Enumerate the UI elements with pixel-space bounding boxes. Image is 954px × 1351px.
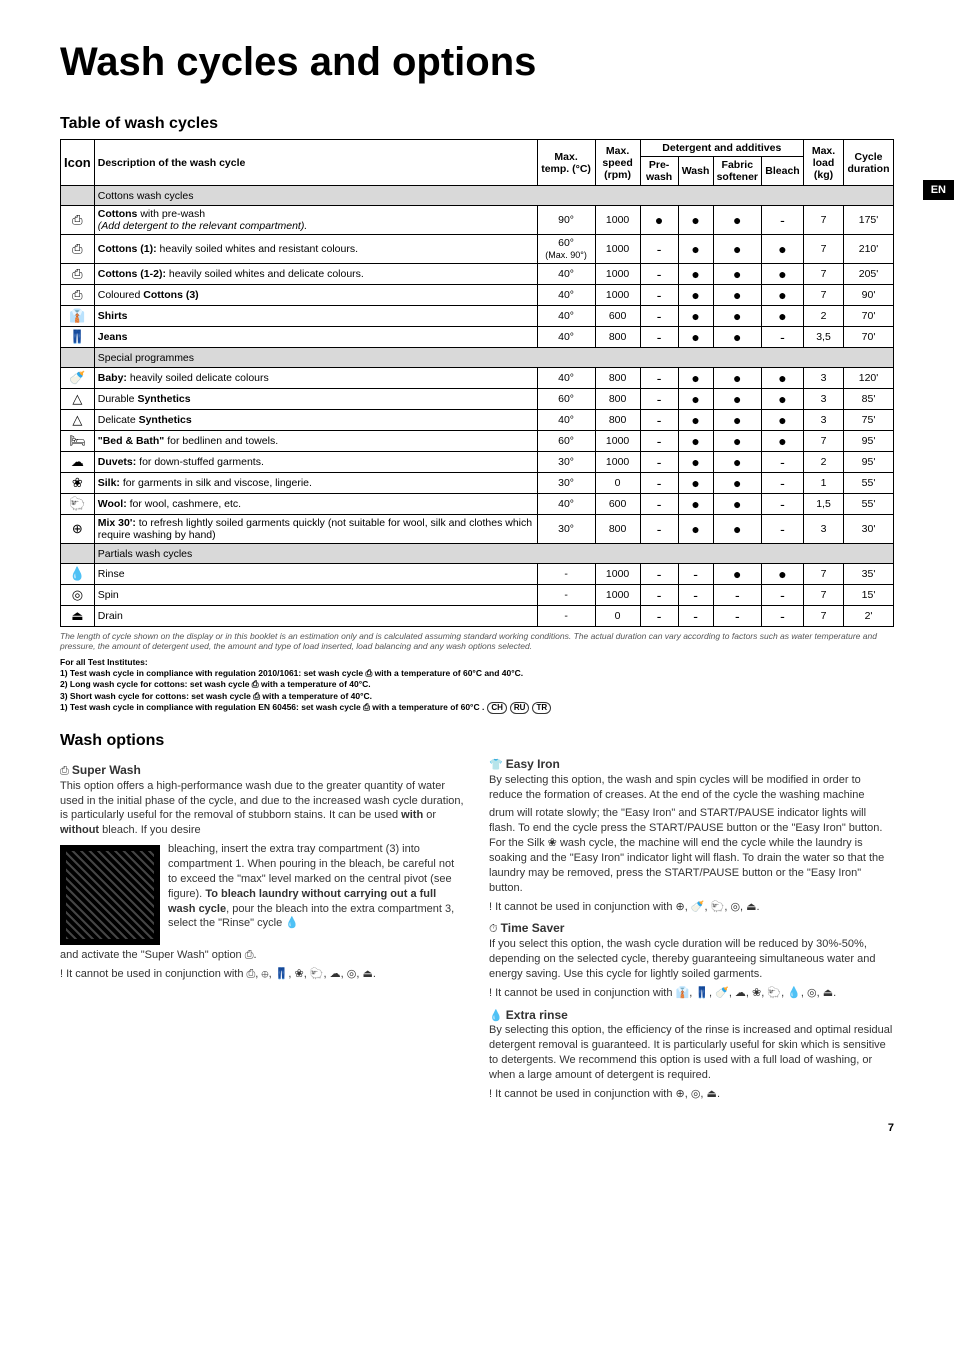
- institutes-title: For all Test Institutes:: [60, 657, 894, 668]
- super-wash-section: ⎙ Super Wash This option offers a high-p…: [60, 762, 465, 982]
- easy-iron-warn: ! It cannot be used in conjunction with …: [489, 900, 894, 915]
- extra-rinse-section: 💧 Extra rinse By selecting this option, …: [489, 1007, 894, 1102]
- table-title: Table of wash cycles: [60, 115, 894, 133]
- easy-iron-p1: By selecting this option, the wash and s…: [489, 773, 894, 803]
- extra-rinse-title: Extra rinse: [506, 1008, 568, 1022]
- table-row: ⏏Drain-0----72': [61, 606, 894, 627]
- super-wash-warn: ! It cannot be used in conjunction with …: [60, 967, 465, 982]
- easy-iron-p2: drum will rotate slowly; the "Easy Iron"…: [489, 806, 894, 895]
- table-row: ☁Duvets: for down-stuffed garments.30°10…: [61, 452, 894, 473]
- time-saver-title: Time Saver: [501, 921, 565, 935]
- table-row: 🛏"Bed & Bath" for bedlinen and towels.60…: [61, 431, 894, 452]
- table-row: 🐑Wool: for wool, cashmere, etc.40°600-●●…: [61, 494, 894, 515]
- easy-iron-icon: 👕: [489, 759, 503, 771]
- super-wash-title: Super Wash: [72, 763, 141, 777]
- table-row: ⎙Cottons (1): heavily soiled whites and …: [61, 235, 894, 264]
- th-speed: Max. speed (rpm): [595, 140, 640, 186]
- easy-iron-title: Easy Iron: [506, 757, 560, 771]
- wash-cycles-table: Icon Description of the wash cycle Max. …: [60, 139, 894, 627]
- th-desc: Description of the wash cycle: [94, 140, 537, 186]
- table-row: 👖Jeans40°800-●●-3,570': [61, 327, 894, 348]
- table-row: ◎Spin-1000----715': [61, 585, 894, 606]
- detergent-dispenser-figure: [60, 845, 160, 945]
- th-duration: Cycle duration: [844, 140, 894, 186]
- extra-rinse-p1: By selecting this option, the efficiency…: [489, 1023, 894, 1082]
- easy-iron-section: 👕 Easy Iron By selecting this option, th…: [489, 756, 894, 914]
- time-saver-section: ⏱ Time Saver If you select this option, …: [489, 920, 894, 1000]
- page-title: Wash cycles and options: [60, 40, 894, 85]
- table-row: △Durable Synthetics60°800-●●●385': [61, 389, 894, 410]
- th-temp: Max. temp. (°C): [537, 140, 595, 186]
- table-row: 💧Rinse-1000--●●735': [61, 564, 894, 585]
- table-footnote: The length of cycle shown on the display…: [60, 631, 894, 651]
- super-wash-p3: and activate the "Super Wash" option ⎙.: [60, 948, 465, 963]
- th-load: Max. load (kg): [804, 140, 844, 186]
- time-saver-p1: If you select this option, the wash cycl…: [489, 937, 894, 982]
- table-row: ⎙Cottons with pre-wash(Add detergent to …: [61, 206, 894, 235]
- section-row: Partials wash cycles: [61, 544, 894, 564]
- table-row: ❀Silk: for garments in silk and viscose,…: [61, 473, 894, 494]
- table-row: ⎙Coloured Cottons (3)40°1000-●●●790': [61, 285, 894, 306]
- wash-options-title: Wash options: [60, 732, 894, 750]
- time-saver-warn: ! It cannot be used in conjunction with …: [489, 986, 894, 1001]
- th-det-group: Detergent and additives: [640, 140, 803, 157]
- section-row: Special programmes: [61, 348, 894, 368]
- language-tab: EN: [923, 180, 954, 200]
- th-wash: Wash: [678, 157, 713, 186]
- table-row: △Delicate Synthetics40°800-●●●375': [61, 410, 894, 431]
- table-row: 🍼Baby: heavily soiled delicate colours40…: [61, 368, 894, 389]
- table-row: ⎙Cottons (1-2): heavily soiled whites an…: [61, 264, 894, 285]
- institutes-notes: For all Test Institutes: 1) Test wash cy…: [60, 657, 894, 714]
- super-wash-icon: ⎙: [60, 765, 69, 777]
- table-row: 👔Shirts40°600-●●●270': [61, 306, 894, 327]
- page-number: 7: [60, 1122, 894, 1134]
- extra-rinse-icon: 💧: [489, 1010, 503, 1022]
- extra-rinse-warn: ! It cannot be used in conjunction with …: [489, 1087, 894, 1102]
- th-bleach: Bleach: [762, 157, 804, 186]
- time-saver-icon: ⏱: [489, 923, 498, 935]
- table-row: ⊕Mix 30': to refresh lightly soiled garm…: [61, 515, 894, 544]
- super-wash-p1: This option offers a high-performance wa…: [60, 779, 465, 838]
- th-prewash: Pre-wash: [640, 157, 678, 186]
- th-icon: Icon: [61, 140, 95, 186]
- th-softener: Fabric softener: [713, 157, 761, 186]
- section-row: Cottons wash cycles: [61, 186, 894, 206]
